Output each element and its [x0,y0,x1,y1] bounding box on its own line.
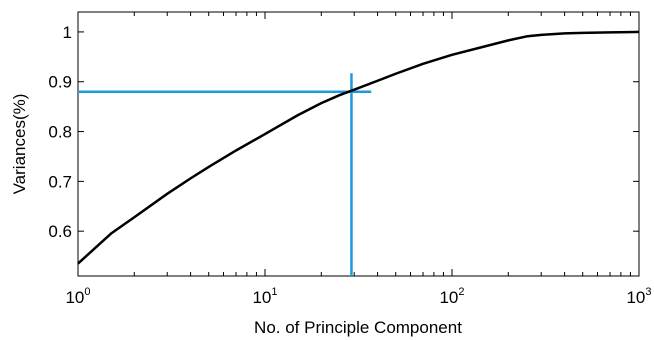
x-tick-label-1: 101 [252,286,277,307]
y-tick-label-2: 0.8 [48,123,72,142]
y-tick-label-3: 0.9 [48,73,72,92]
x-tick-label-3: 103 [626,286,651,307]
y-tick-label-1: 0.7 [48,172,72,191]
x-tick-label-0: 100 [65,286,90,307]
x-axis-ticks: 100 101 102 103 [65,12,652,307]
series-line-0 [77,30,640,265]
y-axis-title: Variances(%) [10,94,29,195]
reference-lines [78,73,372,276]
x-tick-label-2: 102 [439,286,464,307]
plot-frame [77,11,640,277]
y-tick-label-0: 0.6 [48,222,72,241]
y-axis-ticks: 0.6 0.7 0.8 0.9 1 [48,23,639,241]
series-layer [77,30,640,265]
y-tick-label-4: 1 [63,23,72,42]
x-axis-title: No. of Principle Component [254,318,462,337]
